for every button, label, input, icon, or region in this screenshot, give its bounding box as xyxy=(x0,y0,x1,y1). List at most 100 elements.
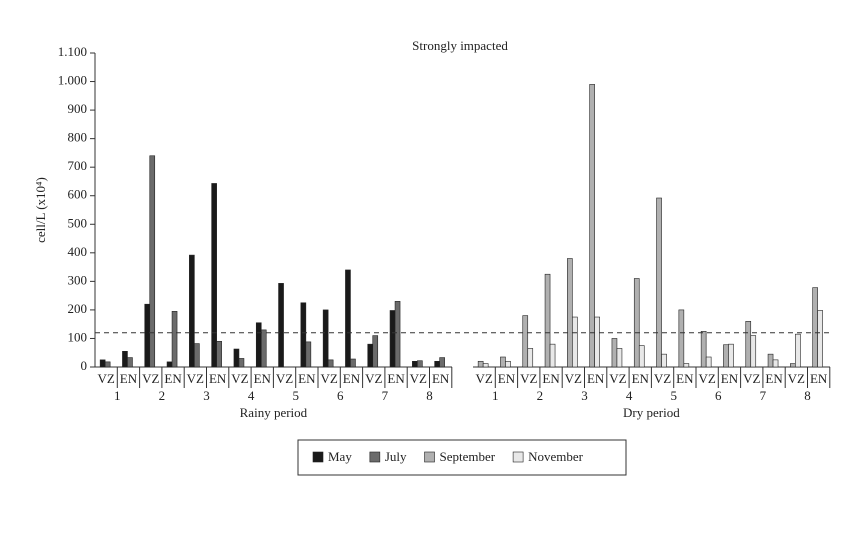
bar xyxy=(345,269,351,368)
bar xyxy=(678,309,685,368)
x-tick-label: EN xyxy=(387,371,405,386)
x-tick-label: VZ xyxy=(410,371,427,386)
bar xyxy=(589,84,595,368)
x-tick-label: VZ xyxy=(520,371,537,386)
station-label: 7 xyxy=(760,388,767,403)
y-tick-label: 400 xyxy=(68,244,88,259)
bar xyxy=(194,343,200,368)
bar xyxy=(350,358,356,368)
bar xyxy=(171,311,178,368)
bar xyxy=(367,343,374,368)
station-label: 5 xyxy=(292,388,299,403)
station-label: 2 xyxy=(537,388,544,403)
bar xyxy=(790,363,796,368)
bar xyxy=(255,322,262,368)
x-tick-label: EN xyxy=(721,371,739,386)
bar xyxy=(767,353,774,368)
bar xyxy=(372,335,379,368)
y-tick-label: 500 xyxy=(68,215,88,230)
station-label: 1 xyxy=(492,388,499,403)
bar xyxy=(434,360,440,368)
bar xyxy=(745,321,752,368)
legend-swatch xyxy=(424,451,435,463)
x-tick-label: VZ xyxy=(276,371,293,386)
bar xyxy=(300,302,307,368)
bar xyxy=(572,316,578,368)
bar xyxy=(149,155,156,368)
bar xyxy=(522,315,529,368)
x-tick-label: VZ xyxy=(231,371,248,386)
bar xyxy=(505,360,511,368)
x-tick-label: EN xyxy=(632,371,650,386)
y-axis-label: cell/L (x10⁴) xyxy=(33,177,48,243)
bar xyxy=(260,329,267,368)
bar xyxy=(656,197,662,368)
y-tick-label: 1.100 xyxy=(58,44,87,59)
bar xyxy=(772,359,779,368)
bar xyxy=(500,356,506,368)
bar xyxy=(750,335,757,368)
bar xyxy=(482,363,489,368)
legend-swatch xyxy=(512,451,524,463)
x-tick-label: VZ xyxy=(142,371,159,386)
bar xyxy=(99,359,106,368)
bar xyxy=(394,301,401,368)
bar xyxy=(238,358,245,368)
y-tick-label: 700 xyxy=(68,158,88,173)
bar xyxy=(144,303,151,368)
bar xyxy=(278,283,284,368)
x-tick-label: EN xyxy=(209,371,227,386)
x-tick-label: EN xyxy=(587,371,605,386)
x-tick-label: EN xyxy=(542,371,560,386)
period-label: Dry period xyxy=(623,405,680,420)
y-tick-label: 200 xyxy=(68,301,88,316)
station-label: 5 xyxy=(670,388,677,403)
chart-title: Strongly impacted xyxy=(412,38,508,53)
legend-label: November xyxy=(528,449,584,464)
legend-swatch xyxy=(369,451,381,463)
bar xyxy=(683,363,690,368)
bar xyxy=(527,348,534,368)
legend-label: September xyxy=(440,449,496,464)
x-tick-label: VZ xyxy=(698,371,715,386)
station-label: 2 xyxy=(159,388,166,403)
bar xyxy=(728,343,734,368)
bar xyxy=(412,360,418,368)
bar xyxy=(389,310,396,368)
bar xyxy=(812,287,818,368)
y-tick-label: 1.000 xyxy=(58,73,87,88)
bar xyxy=(616,348,623,368)
bar xyxy=(305,341,312,368)
bar xyxy=(216,341,222,368)
bar xyxy=(322,309,329,368)
legend-label: July xyxy=(385,449,407,464)
station-label: 4 xyxy=(248,388,255,403)
x-tick-label: EN xyxy=(298,371,316,386)
x-tick-label: VZ xyxy=(187,371,204,386)
bar xyxy=(211,183,217,368)
y-tick-label: 900 xyxy=(68,101,88,116)
x-tick-label: VZ xyxy=(97,371,114,386)
bar xyxy=(638,345,645,368)
x-tick-label: VZ xyxy=(320,371,337,386)
bar xyxy=(567,258,573,368)
x-tick-label: EN xyxy=(432,371,450,386)
x-tick-label: EN xyxy=(254,371,272,386)
station-label: 7 xyxy=(382,388,389,403)
y-tick-label: 300 xyxy=(68,272,88,287)
bar xyxy=(544,273,551,368)
station-label: 8 xyxy=(804,388,811,403)
bar xyxy=(700,331,707,368)
bar xyxy=(661,353,667,368)
bar xyxy=(817,310,823,368)
bar xyxy=(166,361,173,368)
bar xyxy=(189,254,195,368)
bar xyxy=(439,357,445,368)
bar xyxy=(594,316,600,368)
station-label: 3 xyxy=(581,388,588,403)
station-label: 6 xyxy=(337,388,344,403)
period-label: Rainy period xyxy=(240,405,308,420)
x-tick-label: VZ xyxy=(743,371,760,386)
